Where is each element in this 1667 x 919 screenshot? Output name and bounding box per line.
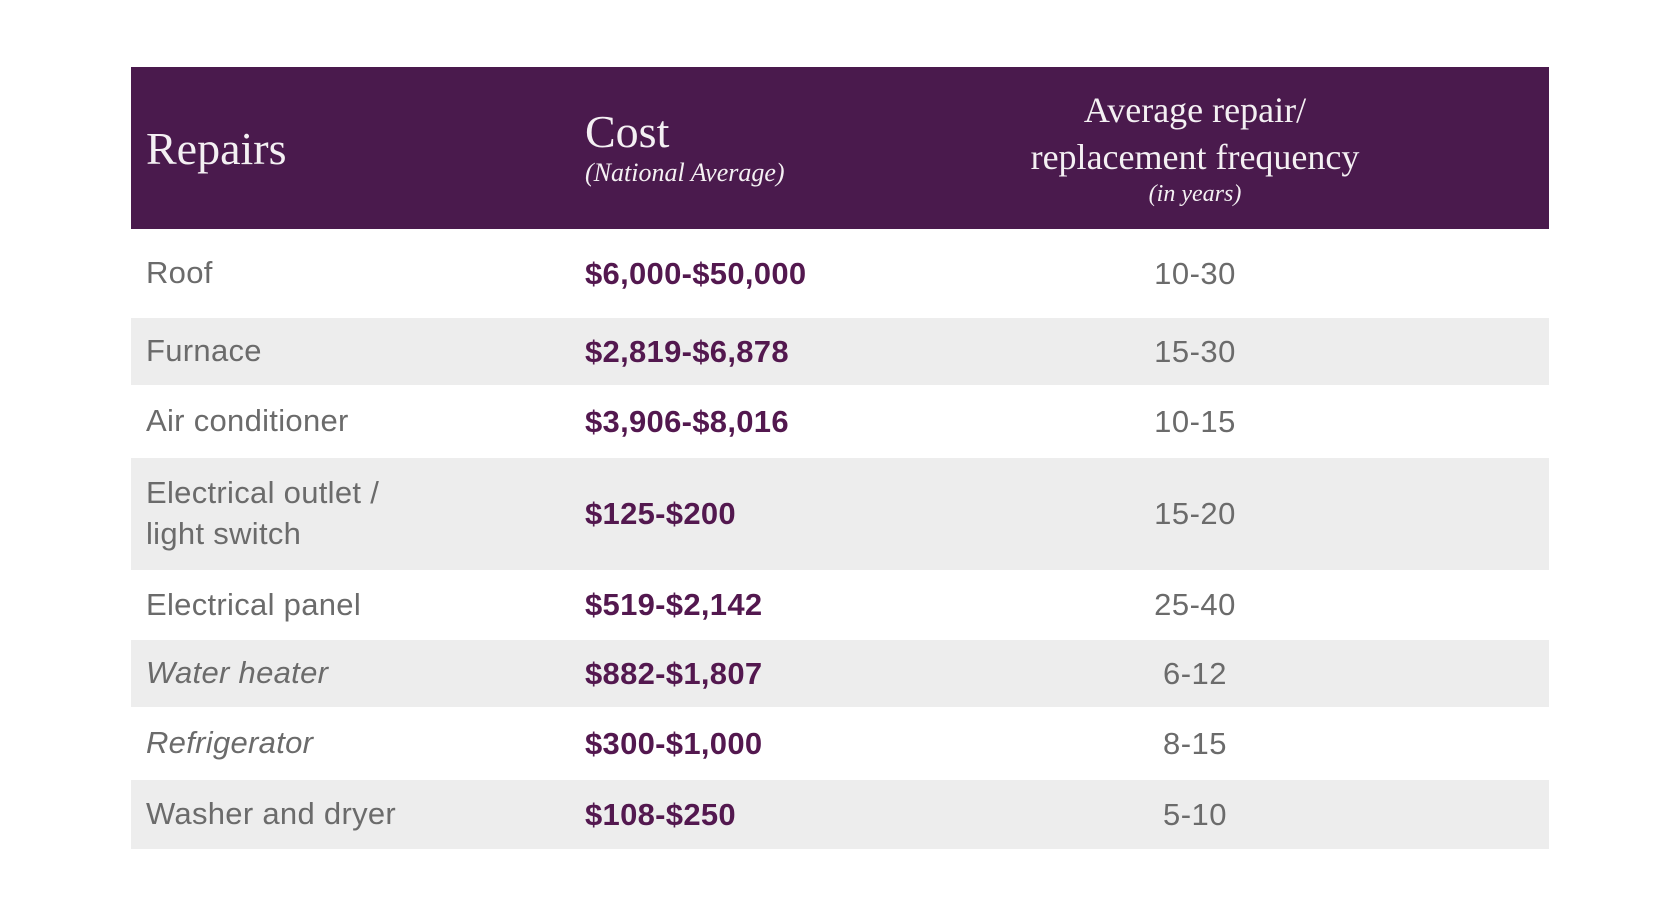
repair-cost-table: Repairs Cost (National Average) Average … xyxy=(131,67,1549,849)
table-row-washer-dryer: Washer and dryer $108-$250 5-10 xyxy=(131,780,1549,849)
repair-cost-cell: $108-$250 xyxy=(585,796,736,832)
repair-cost-cell: $2,819-$6,878 xyxy=(585,333,789,369)
repair-cost-cell: $882-$1,807 xyxy=(585,655,763,691)
repair-name-cell: Air conditioner xyxy=(146,403,349,439)
column-header-cost: Cost (National Average) xyxy=(585,106,935,187)
table-row-electrical-panel: Electrical panel $519-$2,142 25-40 xyxy=(131,570,1549,640)
table-row-air-conditioner: Air conditioner $3,906-$8,016 10-15 xyxy=(131,385,1549,458)
repair-cost-cell: $3,906-$8,016 xyxy=(585,403,789,439)
repair-cost-cell: $300-$1,000 xyxy=(585,725,763,761)
repair-name-cell: Water heater xyxy=(146,655,329,691)
repair-name-cell: Electrical outlet / light switch xyxy=(146,475,380,551)
repairs-header-label: Repairs xyxy=(146,122,287,174)
column-header-frequency: Average repair/ replacement frequency (i… xyxy=(935,87,1455,209)
cost-header-label: Cost xyxy=(585,106,670,158)
cost-header-sublabel: (National Average) xyxy=(585,157,785,187)
repair-frequency-cell: 6-12 xyxy=(1162,655,1228,691)
repair-name-cell: Washer and dryer xyxy=(146,796,397,832)
table-row-roof: Roof $6,000-$50,000 10-30 xyxy=(131,229,1549,318)
repair-name-cell: Electrical panel xyxy=(146,586,362,622)
table-row-electrical-outlet: Electrical outlet / light switch $125-$2… xyxy=(131,458,1549,570)
frequency-header-sublabel: (in years) xyxy=(1148,181,1242,208)
repair-name-cell: Furnace xyxy=(146,333,262,369)
repair-frequency-cell: 8-15 xyxy=(1162,725,1228,761)
table-row-refrigerator: Refrigerator $300-$1,000 8-15 xyxy=(131,707,1549,780)
table-row-furnace: Furnace $2,819-$6,878 15-30 xyxy=(131,318,1549,385)
repair-frequency-cell: 10-15 xyxy=(1154,403,1236,439)
frequency-header-line1: Average repair/ xyxy=(1083,89,1307,130)
repair-name-cell: Roof xyxy=(146,255,213,291)
column-header-repairs: Repairs xyxy=(131,122,585,175)
repair-cost-cell: $6,000-$50,000 xyxy=(585,255,807,291)
repair-frequency-cell: 15-30 xyxy=(1154,333,1236,369)
frequency-header-line2: replacement frequency xyxy=(1030,136,1360,177)
repair-frequency-cell: 10-30 xyxy=(1154,255,1236,291)
repair-frequency-cell: 25-40 xyxy=(1154,587,1236,622)
repair-cost-cell: $519-$2,142 xyxy=(585,587,763,622)
repair-cost-cell: $125-$200 xyxy=(585,496,736,531)
repair-name-cell: Refrigerator xyxy=(146,725,314,761)
table-header: Repairs Cost (National Average) Average … xyxy=(131,67,1549,229)
table-row-water-heater: Water heater $882-$1,807 6-12 xyxy=(131,640,1549,707)
repair-frequency-cell: 5-10 xyxy=(1162,796,1228,832)
repair-frequency-cell: 15-20 xyxy=(1154,496,1236,531)
